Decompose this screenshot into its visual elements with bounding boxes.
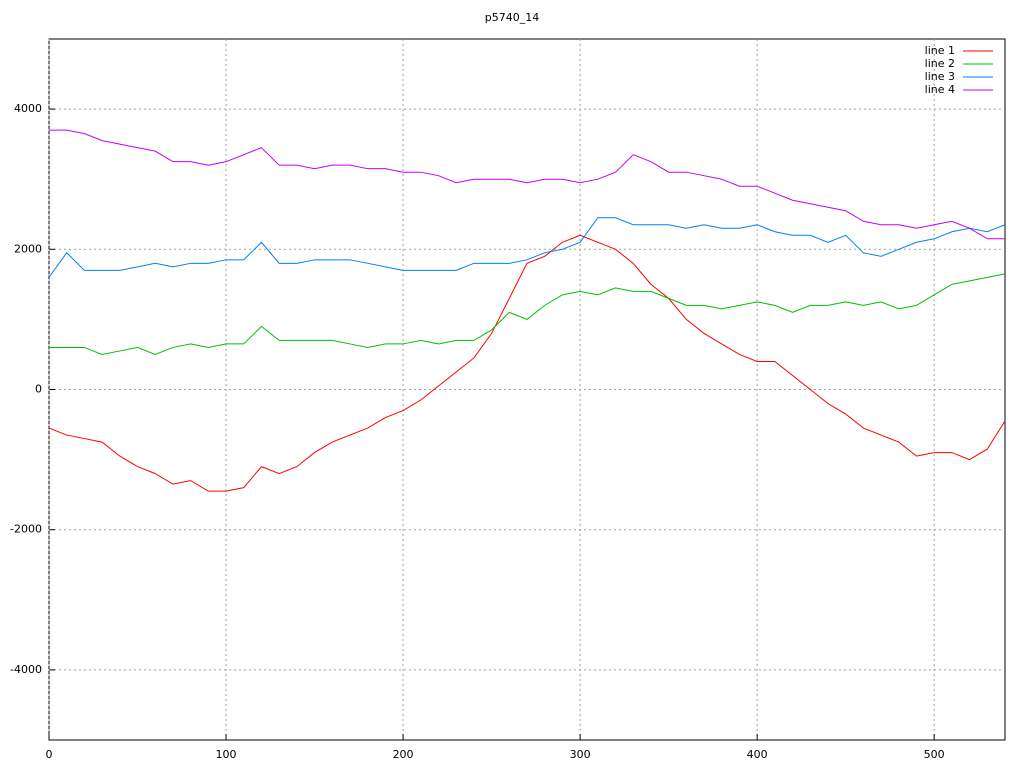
x-tick-label: 400 [747, 748, 768, 761]
data-line [49, 273, 1006, 355]
legend-label: line 1 [925, 44, 955, 57]
y-tick-label: 2000 [14, 242, 42, 255]
x-tick-label: 0 [46, 748, 53, 761]
x-tick-label: 100 [216, 748, 237, 761]
data-line [49, 129, 1005, 240]
x-tick-label: 300 [570, 748, 591, 761]
y-tick-label: -2000 [10, 523, 42, 536]
plot-border [48, 38, 1006, 741]
data-line [48, 217, 1006, 278]
legend-label: line 2 [925, 57, 955, 70]
y-tick-label: 0 [35, 383, 42, 396]
legend-label: line 3 [925, 70, 955, 83]
y-tick-label: -4000 [10, 663, 42, 676]
data-line [48, 234, 1006, 492]
x-tick-label: 200 [393, 748, 414, 761]
legend-label: line 4 [925, 83, 955, 96]
x-tick-label: 500 [924, 748, 945, 761]
chart-title: p5740_14 [485, 11, 539, 24]
y-tick-label: 4000 [14, 102, 42, 115]
